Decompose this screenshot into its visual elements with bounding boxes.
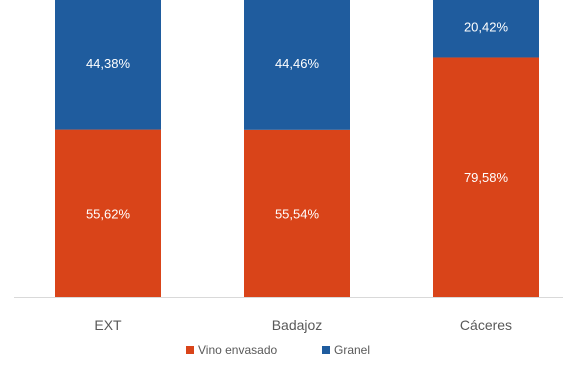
legend: Vino envasado Granel (186, 343, 370, 357)
bar-vino-envasado-ext (55, 129, 161, 297)
bar-granel-ext (55, 0, 161, 130)
bar-granel-badajoz (244, 0, 350, 130)
x-tick-label: Badajoz (272, 317, 323, 333)
bar-vino-envasado-cáceres (433, 57, 539, 297)
data-label: 44,38% (86, 56, 131, 71)
x-tick-label: EXT (94, 317, 122, 333)
legend-swatch (322, 346, 330, 354)
x-tick-label: Cáceres (460, 317, 512, 333)
legend-label: Granel (334, 343, 370, 357)
legend-swatch (186, 346, 194, 354)
data-label: 55,62% (86, 206, 131, 221)
bar-vino-envasado-badajoz (244, 129, 350, 297)
data-label: 55,54% (275, 206, 320, 221)
bars-group: 55,62% 44,38% 55,54% 44,46% 79,58% 20,42% (55, 0, 539, 297)
data-label: 79,58% (464, 170, 509, 185)
data-label: 44,46% (275, 56, 320, 71)
x-tick-labels: EXT Badajoz Cáceres (94, 317, 512, 333)
data-label: 20,42% (464, 20, 509, 35)
legend-label: Vino envasado (198, 343, 278, 357)
bar-granel-cáceres (433, 0, 539, 58)
